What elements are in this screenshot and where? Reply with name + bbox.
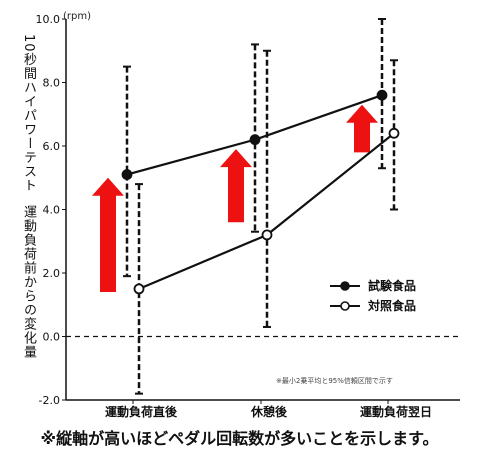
legend-marker [340, 301, 350, 311]
x-tick-label: 運動負荷翌日 [360, 404, 432, 419]
y-tick-label: -2.0 [39, 394, 60, 407]
x-tick-label: 休憩後 [250, 404, 288, 419]
y-tick-label: 0.0 [43, 331, 61, 344]
y-axis-label-line2: 運動負荷前からの変化量 [21, 205, 36, 359]
y-unit-label: (rpm) [63, 11, 92, 22]
data-point [133, 283, 145, 295]
improvement-arrow [346, 104, 378, 153]
improvement-arrow [220, 149, 252, 223]
y-tick-label: 10.0 [36, 13, 61, 26]
data-point [261, 229, 273, 241]
series-line [138, 132, 395, 290]
caption: ※縦軸が高いほどペダル回転数が多いことを示します。 [40, 429, 439, 448]
data-point [376, 89, 388, 101]
footnote: ※最小2乗平均と95%信頼区間で示す [276, 377, 393, 385]
y-axis-label-line1: 10秒間ハイパワーテスト [21, 34, 36, 193]
x-tick-label: 運動負荷直後 [105, 404, 178, 419]
legend-marker [340, 281, 350, 291]
y-tick-label: 8.0 [43, 77, 61, 90]
data-point [249, 134, 261, 146]
data-point [388, 127, 400, 139]
y-tick-label: 4.0 [43, 204, 61, 217]
y-tick-label: 6.0 [43, 140, 61, 153]
improvement-arrow [92, 177, 124, 293]
y-tick-label: 2.0 [43, 267, 61, 280]
legend-label: 対照食品 [367, 298, 416, 313]
data-point [121, 169, 133, 180]
legend-label: 試験食品 [368, 278, 416, 293]
